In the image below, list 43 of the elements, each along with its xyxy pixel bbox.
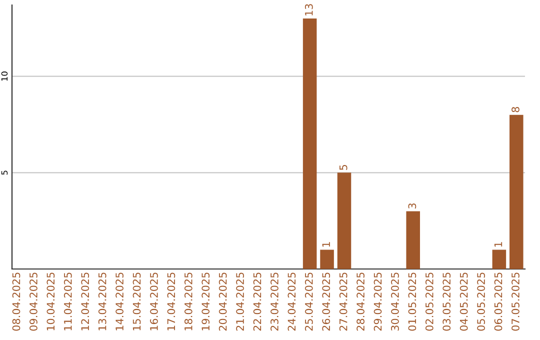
x-tick-label: 19.04.2025 (202, 272, 210, 330)
bar (302, 18, 317, 269)
data-label: 5 (340, 165, 348, 170)
x-tick-label: 25.04.2025 (304, 272, 313, 331)
data-label: 3 (408, 203, 416, 208)
x-tick-label: 22.04.2025 (253, 272, 262, 331)
x-tick-label: 10.04.2025 (46, 272, 55, 330)
x-tick-label: 11.04.2025 (64, 272, 72, 330)
x-tick-label: 08.04.2025 (12, 272, 20, 331)
x-tick-label: 13.04.2025 (98, 272, 106, 330)
data-label: 8 (512, 107, 520, 112)
x-tick-label: 02.05.2025 (425, 272, 434, 331)
x-tick-label: 15.04.2025 (132, 272, 141, 330)
bar (406, 211, 420, 269)
x-tick-label: 28.04.2025 (356, 272, 364, 331)
x-tick-label: 14.04.2025 (116, 272, 124, 330)
bar (510, 114, 524, 269)
x-tick-label: 07.05.2025 (512, 272, 520, 331)
x-tick-label: 26.04.2025 (322, 272, 330, 331)
x-tick-label: 05.05.2025 (477, 272, 485, 331)
x-tick-label: 24.04.2025 (288, 272, 296, 331)
x-tick-label: 16.04.2025 (150, 272, 158, 330)
x-tick-label: 17.04.2025 (167, 272, 176, 330)
x-tick-label: 30.04.2025 (391, 272, 399, 331)
bar (337, 172, 352, 269)
x-tick-label: 04.05.2025 (460, 272, 468, 331)
x-tick-label: 23.04.2025 (270, 272, 278, 331)
x-tick-label: 09.04.2025 (30, 272, 38, 331)
data-label: 1 (494, 242, 502, 247)
x-tick-label: 29.04.2025 (374, 272, 382, 331)
bar (492, 250, 506, 269)
x-tick-label: 27.04.2025 (339, 272, 348, 331)
x-tick-label: 20.04.2025 (218, 272, 227, 331)
bar (320, 250, 334, 269)
x-tick-label: 12.04.2025 (81, 272, 90, 330)
x-tick-label: 01.05.2025 (408, 272, 416, 331)
x-tick-label: 06.05.2025 (494, 272, 502, 331)
data-label: 1 (322, 242, 330, 247)
x-tick-label: 21.04.2025 (236, 272, 244, 331)
y-tick-label: 10 (1, 72, 8, 81)
x-tick-label: 03.05.2025 (442, 272, 451, 331)
data-label: 13 (304, 4, 313, 16)
x-tick-label: 18.04.2025 (184, 272, 192, 330)
